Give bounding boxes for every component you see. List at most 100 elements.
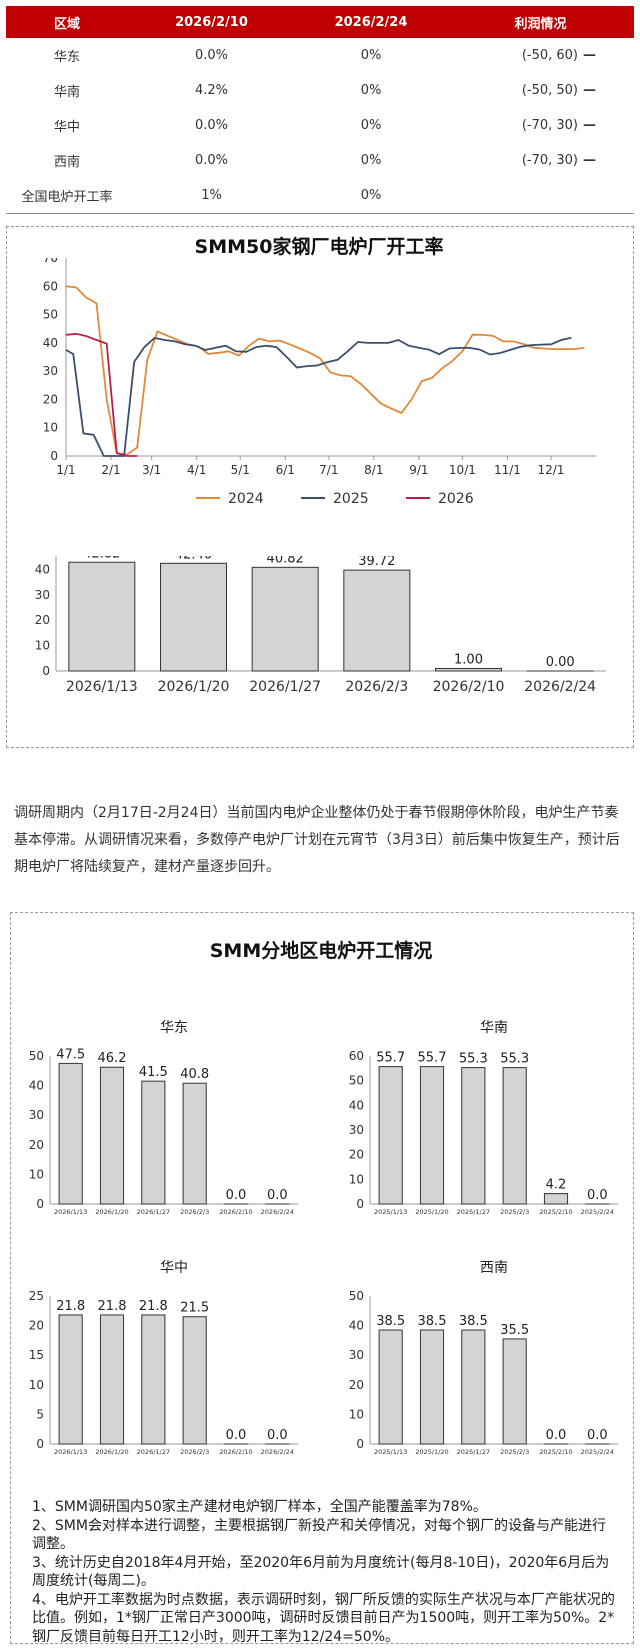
bar bbox=[160, 562, 227, 672]
cell-value-2: 0% bbox=[360, 48, 382, 63]
data-label: 42.82 bbox=[83, 556, 120, 561]
x-tick-label: 10/1 bbox=[449, 463, 476, 477]
y-tick-label: 20 bbox=[29, 1319, 44, 1333]
southwest-region-chart: 0 10 20 30 40 50 38.5 2025/1/13 38.5 2025/1/20 38.… bbox=[349, 1260, 618, 1456]
y-tick-label: 30 bbox=[349, 1348, 364, 1362]
x-tick-label: 4/1 bbox=[187, 463, 206, 477]
cell-value-2: 0% bbox=[295, 178, 447, 214]
category-label: 2025/1/27 bbox=[457, 1448, 490, 1456]
cell-value-1: 1% bbox=[128, 178, 295, 214]
chart-title: 西南 bbox=[480, 1260, 508, 1276]
category-label: 2025/1/20 bbox=[415, 1448, 448, 1456]
y-tick-label: 10 bbox=[29, 1378, 44, 1392]
cell-value-1: 4.2% bbox=[194, 83, 229, 98]
cell-mark: — bbox=[583, 83, 596, 98]
data-label: 21.8 bbox=[98, 1299, 127, 1314]
bar bbox=[182, 1082, 207, 1205]
category-label: 2026/2/24 bbox=[261, 1208, 294, 1216]
data-label: 0.0 bbox=[587, 1428, 608, 1443]
weekly-bar-chart: 0102030405042.822026/1/1342.402026/1/204… bbox=[35, 556, 606, 695]
table-row: 华东 0.0% 0% (-50, 60) — bbox=[6, 38, 634, 73]
table-row: 华中 0.0% 0% (-70, 30) — bbox=[6, 108, 634, 143]
data-label: 21.8 bbox=[56, 1299, 85, 1314]
y-tick-label: 10 bbox=[29, 1167, 44, 1181]
bar bbox=[141, 1314, 166, 1445]
category-label: 2026/2/3 bbox=[345, 679, 408, 695]
x-tick-label: 8/1 bbox=[364, 463, 383, 477]
data-label: 42.40 bbox=[175, 556, 212, 562]
y-tick-label: 40 bbox=[29, 1079, 44, 1093]
section-2-title: SMM分地区电炉开工情况 bbox=[209, 940, 433, 962]
line-chart: 0 10 20 30 40 50 60 70 1/1 2/1 3/1 4/1 5/1 6/1 7/1 8/1 9… bbox=[43, 258, 596, 507]
section-2-frame bbox=[10, 912, 634, 1644]
cell-profit: (-50, 60) bbox=[521, 48, 578, 63]
chart-title: 华中 bbox=[160, 1260, 188, 1276]
bar bbox=[461, 1329, 486, 1445]
y-tick-label: 25 bbox=[29, 1289, 44, 1303]
bar bbox=[141, 1080, 166, 1205]
bar bbox=[502, 1067, 527, 1205]
category-label: 2026/1/20 bbox=[158, 679, 230, 695]
bar bbox=[419, 1066, 445, 1205]
category-label: 2025/2/3 bbox=[500, 1208, 529, 1216]
category-label: 2026/1/27 bbox=[249, 679, 321, 695]
cell-value-1: 0.0% bbox=[194, 48, 229, 63]
data-label: 0.0 bbox=[226, 1428, 247, 1443]
category-label: 2025/1/20 bbox=[415, 1208, 448, 1216]
y-tick-label: 20 bbox=[349, 1148, 364, 1162]
data-label: 40.82 bbox=[267, 556, 304, 566]
category-label: 2025/2/10 bbox=[539, 1208, 572, 1216]
y-tick-label: 40 bbox=[43, 336, 58, 350]
y-tick-label: 30 bbox=[43, 364, 58, 378]
chart-title: 华东 bbox=[160, 1020, 188, 1036]
bar bbox=[182, 1316, 207, 1445]
y-tick-label: 50 bbox=[29, 1049, 44, 1063]
category-label: 2026/1/20 bbox=[95, 1448, 128, 1456]
data-label: 47.5 bbox=[56, 1047, 85, 1062]
data-label: 0.0 bbox=[587, 1188, 608, 1203]
cell-region: 华中 bbox=[53, 120, 80, 135]
category-label: 2025/1/27 bbox=[457, 1208, 490, 1216]
chart-title: 华南 bbox=[480, 1020, 508, 1036]
data-label: 21.8 bbox=[139, 1299, 168, 1314]
cell-value-2: 0% bbox=[360, 83, 382, 98]
y-tick-label: 20 bbox=[35, 613, 50, 627]
y-tick-label: 20 bbox=[29, 1138, 44, 1152]
category-label: 2026/1/27 bbox=[137, 1448, 170, 1456]
summary-text: 调研周期内（2月17日-2月24日）当前国内电炉企业整体仍处于春节假期停休阶段，… bbox=[14, 805, 620, 875]
y-tick-label: 40 bbox=[35, 562, 50, 576]
series-line-2024 bbox=[65, 285, 585, 456]
data-label: 1.00 bbox=[454, 652, 483, 667]
data-label: 0.0 bbox=[267, 1188, 288, 1203]
bar bbox=[419, 1329, 445, 1445]
y-tick-label: 10 bbox=[349, 1407, 364, 1421]
cell-mark bbox=[579, 178, 634, 214]
bar bbox=[461, 1067, 486, 1205]
data-label: 35.5 bbox=[500, 1323, 529, 1338]
x-tick-label: 12/1 bbox=[538, 463, 565, 477]
bar bbox=[58, 1062, 83, 1205]
y-tick-label: 0 bbox=[36, 1197, 44, 1211]
data-label: 40.8 bbox=[180, 1067, 209, 1082]
table-row: 华南 4.2% 0% (-50, 50) — bbox=[6, 73, 634, 108]
y-tick-label: 40 bbox=[349, 1319, 364, 1333]
category-label: 2026/2/24 bbox=[524, 679, 596, 695]
y-tick-label: 10 bbox=[43, 421, 58, 435]
data-label: 39.72 bbox=[358, 556, 395, 569]
category-label: 2025/2/24 bbox=[581, 1448, 614, 1456]
x-tick-label: 7/1 bbox=[319, 463, 338, 477]
cell-profit bbox=[447, 178, 579, 214]
category-label: 2026/2/3 bbox=[180, 1208, 209, 1216]
data-label: 55.3 bbox=[500, 1052, 529, 1067]
y-tick-label: 5 bbox=[36, 1407, 44, 1421]
data-label: 55.3 bbox=[459, 1052, 488, 1067]
category-label: 2026/2/10 bbox=[219, 1448, 252, 1456]
x-tick-label: 9/1 bbox=[409, 463, 428, 477]
bar bbox=[251, 566, 319, 672]
category-label: 2025/2/10 bbox=[539, 1448, 572, 1456]
series-line-2025 bbox=[65, 336, 572, 457]
y-tick-label: 30 bbox=[35, 588, 50, 602]
section-1-title: SMM50家钢厂电炉厂开工率 bbox=[194, 236, 444, 258]
data-label: 4.2 bbox=[546, 1178, 567, 1193]
section-1-frame bbox=[6, 226, 634, 748]
